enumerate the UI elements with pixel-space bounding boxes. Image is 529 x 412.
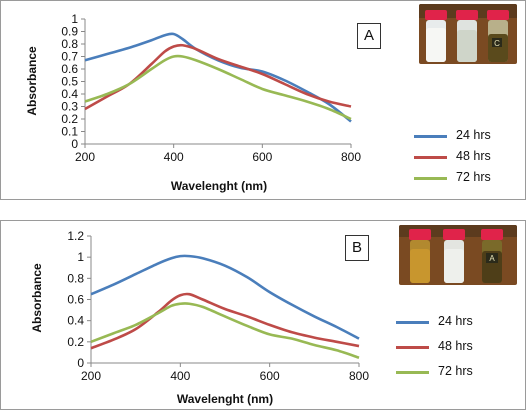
y-tick-label: 0.6 xyxy=(67,293,84,307)
vial-a-c-label: C xyxy=(494,39,500,48)
vial-photo-icon: A xyxy=(399,225,517,285)
chart-a-xlabel: Wavelenght (nm) xyxy=(171,179,267,193)
series-line-0 xyxy=(84,32,352,123)
y-tick-label: 0.6 xyxy=(61,62,78,76)
x-tick-label: 800 xyxy=(349,369,369,383)
y-tick-label: 0.1 xyxy=(61,125,78,139)
panel-a-letter: A xyxy=(357,23,381,49)
x-tick-label: 200 xyxy=(81,369,101,383)
series-line-1 xyxy=(84,43,352,111)
series-line-1 xyxy=(90,292,360,350)
y-tick-label: 0.7 xyxy=(61,50,78,64)
x-tick-label: 800 xyxy=(341,150,361,164)
legend-label: 48 hrs xyxy=(456,149,491,163)
y-tick-label: 0.2 xyxy=(67,335,84,349)
series-line-2 xyxy=(84,54,352,121)
y-tick-label: 0.3 xyxy=(61,100,78,114)
chart-a-canvas: 00.10.20.30.40.50.60.70.80.91 200 400 600 80… xyxy=(25,12,361,193)
x-tick-label: 400 xyxy=(164,150,184,164)
y-tick-label: 1.2 xyxy=(67,229,84,243)
y-tick-label: 0.8 xyxy=(67,271,84,285)
legend-swatch xyxy=(396,371,429,374)
legend-swatch xyxy=(396,346,429,349)
x-tick-label: 200 xyxy=(75,150,95,164)
series-line-0 xyxy=(90,254,360,340)
vial-photo-icon: C xyxy=(419,4,517,64)
y-tick-label: 0.4 xyxy=(67,314,84,328)
y-tick-label: 1 xyxy=(71,12,78,26)
chart-a-ylabel: Absorbance xyxy=(25,46,39,116)
legend-swatch xyxy=(414,177,447,180)
x-tick-label: 400 xyxy=(170,369,190,383)
y-tick-label: 0.5 xyxy=(61,75,78,89)
legend-label: 72 hrs xyxy=(438,364,473,378)
chart-a-series xyxy=(84,32,352,123)
series-line-2 xyxy=(90,302,360,359)
legend-swatch xyxy=(396,321,429,324)
chart-b-ylabel: Absorbance xyxy=(30,263,44,333)
legend-swatch xyxy=(414,135,447,138)
y-tick-label: 0.8 xyxy=(61,37,78,51)
legend-label: 48 hrs xyxy=(438,339,473,353)
chart-b-axes: 0 0.2 0.4 0.6 0.8 1 1.2 200 400 600 800 xyxy=(67,229,369,383)
panel-a-vials-photo: C xyxy=(419,4,517,64)
vial-b-a-label: A xyxy=(489,254,495,263)
legend-label: 24 hrs xyxy=(456,128,491,142)
chart-b-xlabel: Wavelenght (nm) xyxy=(177,392,273,406)
y-tick-label: 0.9 xyxy=(61,25,78,39)
legend-label: 72 hrs xyxy=(456,170,491,184)
y-tick-label: 0 xyxy=(77,356,84,370)
y-tick-label: 0.4 xyxy=(61,87,78,101)
panel-b-vials-photo: A xyxy=(399,225,517,285)
chart-panel-a: 0 0.1 0.2 0.3 0.4 0.5 0.6 0.7 0.8 0.9 1 200 400 600 80… xyxy=(0,0,526,200)
legend-label: 24 hrs xyxy=(438,314,473,328)
y-tick-label: 1 xyxy=(77,250,84,264)
y-tick-label: 0.2 xyxy=(61,112,78,126)
chart-panel-b: 0 0.2 0.4 0.6 0.8 1 1.2 200 400 600 800 Wavelenght… xyxy=(0,220,526,410)
chart-a-axes: 00.10.20.30.40.50.60.70.80.91 200 400 600 80… xyxy=(61,12,361,164)
chart-b-series xyxy=(90,254,360,359)
panel-b-letter: B xyxy=(345,235,369,261)
x-tick-label: 600 xyxy=(252,150,272,164)
y-tick-label: 0 xyxy=(71,137,78,151)
x-tick-label: 600 xyxy=(260,369,280,383)
legend-swatch xyxy=(414,156,447,159)
chart-b-canvas: 0 0.2 0.4 0.6 0.8 1 1.2 200 400 600 800 Wavelenght… xyxy=(30,229,369,406)
